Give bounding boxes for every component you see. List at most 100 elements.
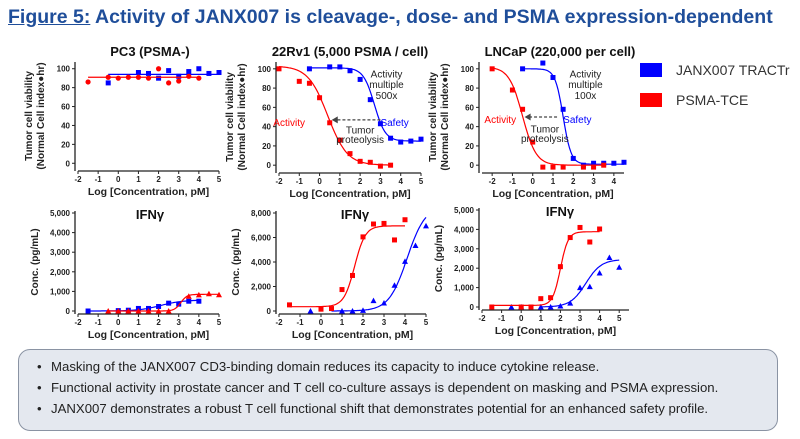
x-tick-label: 4 <box>597 314 602 323</box>
annotation: 500x <box>376 91 398 102</box>
data-point <box>388 162 394 168</box>
data-point <box>306 80 312 86</box>
data-point <box>402 217 408 223</box>
y-tick-label: 40 <box>61 121 70 130</box>
chart-panel: IFNγ -2 -1 0 1 2 3 4 5 0 1,000 2,000 3,000 4,000 5,000… <box>30 207 222 341</box>
data-point <box>166 80 172 86</box>
y-tick-label: 0 <box>267 161 272 170</box>
data-point <box>349 308 356 314</box>
y-axis-label: Tumor cell viability <box>428 72 439 162</box>
legend-label: JANX007 TRACTr <box>676 62 790 78</box>
summary-box: • Masking of the JANX007 CD3-binding doma… <box>18 349 778 431</box>
annotation: Tumor <box>531 125 560 136</box>
data-point <box>329 306 334 312</box>
x-tick-label: 0 <box>319 318 324 327</box>
data-point <box>587 239 593 245</box>
x-tick-label: 5 <box>217 175 222 184</box>
data-point <box>586 283 593 290</box>
data-point <box>276 66 282 72</box>
y-tick-label: 4,000 <box>454 225 475 234</box>
arrow-head-icon <box>524 113 531 121</box>
x-tick-label: 4 <box>612 177 617 186</box>
y-tick-label: 4,000 <box>50 229 71 238</box>
y-tick-label: 1,000 <box>454 284 475 293</box>
y-tick-label: 4,000 <box>251 258 272 267</box>
data-point <box>145 308 152 314</box>
data-point <box>360 234 366 240</box>
fit-curve <box>540 259 620 308</box>
x-tick-label: 0 <box>530 177 535 186</box>
x-tick-label: 3 <box>578 314 583 323</box>
annotation: proteolysis <box>521 134 569 145</box>
y-axis-label: Conc. (pg/mL) <box>231 228 242 295</box>
chart-title: 22Rv1 (5,000 PSMA / cell) <box>272 44 428 59</box>
y-tick-label: 60 <box>262 103 271 112</box>
y-tick-label: 0 <box>267 307 272 316</box>
x-tick-label: 5 <box>424 318 429 327</box>
data-point <box>125 308 132 314</box>
data-point <box>577 284 583 291</box>
data-point <box>186 73 192 79</box>
x-tick-label: 2 <box>361 318 366 327</box>
data-point <box>418 136 424 142</box>
data-point <box>176 73 182 79</box>
bullet-text: Functional activity in prostate cancer a… <box>51 380 719 395</box>
x-axis-label: Log [Concentration, pM] <box>289 188 410 200</box>
legend-swatch-red <box>640 93 662 107</box>
y-tick-label: 100 <box>258 65 272 74</box>
x-tick-label: 4 <box>197 175 202 184</box>
data-point <box>520 106 526 112</box>
data-point <box>489 304 495 310</box>
data-point <box>347 68 353 74</box>
data-point <box>85 308 91 314</box>
y-axis-label: Conc. (pg/mL) <box>434 225 445 292</box>
legend-swatch-blue <box>640 63 662 77</box>
data-point <box>402 258 408 264</box>
x-axis-label: Log [Concentration, pM] <box>495 325 616 337</box>
x-tick-label: 2 <box>156 175 161 184</box>
data-point <box>601 162 607 168</box>
data-point <box>176 301 182 307</box>
y-tick-label: 3,000 <box>454 245 475 254</box>
data-point <box>560 164 566 170</box>
annotation: Tumor <box>346 125 375 136</box>
data-point <box>156 75 162 81</box>
data-point <box>357 76 363 82</box>
y-tick-label: 0 <box>470 303 475 312</box>
x-tick-label: 2 <box>358 177 363 186</box>
data-point <box>115 308 122 314</box>
data-point <box>195 291 202 298</box>
data-point <box>621 159 627 165</box>
chart-title: IFNγ <box>136 207 165 222</box>
fit-curve <box>108 293 219 312</box>
x-tick-label: 1 <box>136 175 141 184</box>
data-point <box>530 139 536 145</box>
figure-caption: Activity of JANX007 is cleavage-, dose- … <box>90 6 773 28</box>
y-axis-label: (Normal Cell index●hr) <box>237 63 248 170</box>
data-point <box>398 139 404 145</box>
data-point <box>85 79 91 85</box>
data-point <box>318 306 324 312</box>
x-tick-label: 0 <box>116 318 121 327</box>
y-tick-label: 40 <box>262 123 271 132</box>
data-point <box>165 308 172 314</box>
data-point <box>306 66 312 72</box>
data-point <box>567 300 574 306</box>
data-point <box>596 270 603 276</box>
fit-curve <box>491 231 600 306</box>
data-point <box>377 163 383 169</box>
chart-panel: 22Rv1 (5,000 PSMA / cell) -2 -1 0 1 2 3 4 5 0 20 40… <box>225 44 428 200</box>
data-point <box>381 300 387 306</box>
x-tick-label: -1 <box>296 318 304 327</box>
data-point <box>520 66 526 72</box>
x-tick-label: -2 <box>275 318 283 327</box>
data-point <box>370 297 377 304</box>
x-tick-label: -2 <box>275 177 283 186</box>
chart-panel: LNCaP (220,000 per cell)-2 -1 0 1 2 3 40204060… <box>428 44 635 200</box>
data-point <box>205 290 212 297</box>
annotation: proteolysis <box>336 135 384 146</box>
x-tick-label: 1 <box>136 318 141 327</box>
legend-item-psma-tce: PSMA-TCE <box>640 92 790 108</box>
data-point <box>528 304 534 310</box>
y-tick-label: 60 <box>61 103 70 112</box>
